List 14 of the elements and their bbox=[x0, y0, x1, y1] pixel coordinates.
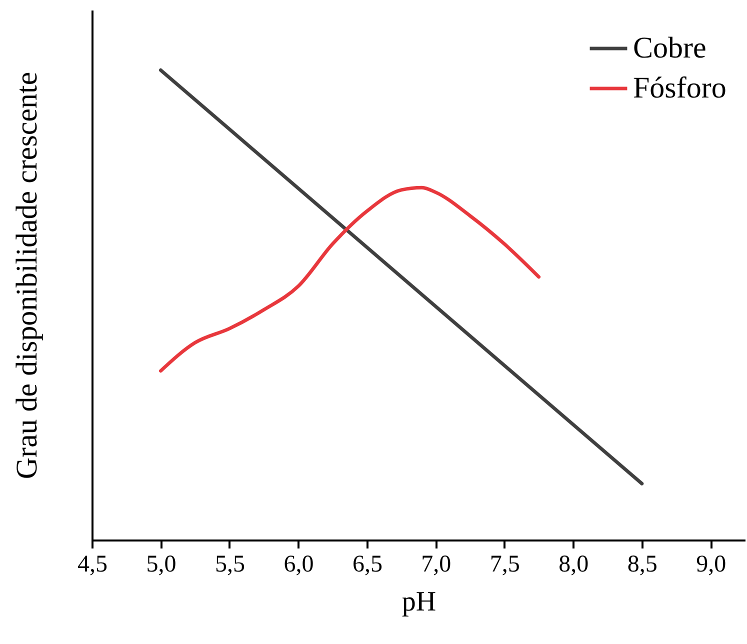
x-tick-label: 8,5 bbox=[627, 552, 658, 578]
x-tick-label: 4,5 bbox=[78, 552, 108, 578]
x-tick-label: 6,0 bbox=[284, 552, 314, 578]
x-tick-label: 7,5 bbox=[490, 552, 520, 578]
x-tick-label: 7,0 bbox=[421, 552, 452, 578]
x-axis-title: pH bbox=[402, 586, 436, 618]
x-tick-label: 8,0 bbox=[558, 552, 589, 578]
legend-label: Fósforo bbox=[633, 72, 726, 104]
y-axis-title: Grau de disponibilidade crescente bbox=[10, 72, 44, 480]
legend-label: Cobre bbox=[633, 32, 706, 64]
x-tick-label: 9,0 bbox=[696, 552, 726, 578]
x-tick-label: 6,5 bbox=[352, 552, 382, 578]
x-tick-label: 5,5 bbox=[214, 552, 245, 578]
x-tick-label: 5,0 bbox=[146, 552, 176, 578]
